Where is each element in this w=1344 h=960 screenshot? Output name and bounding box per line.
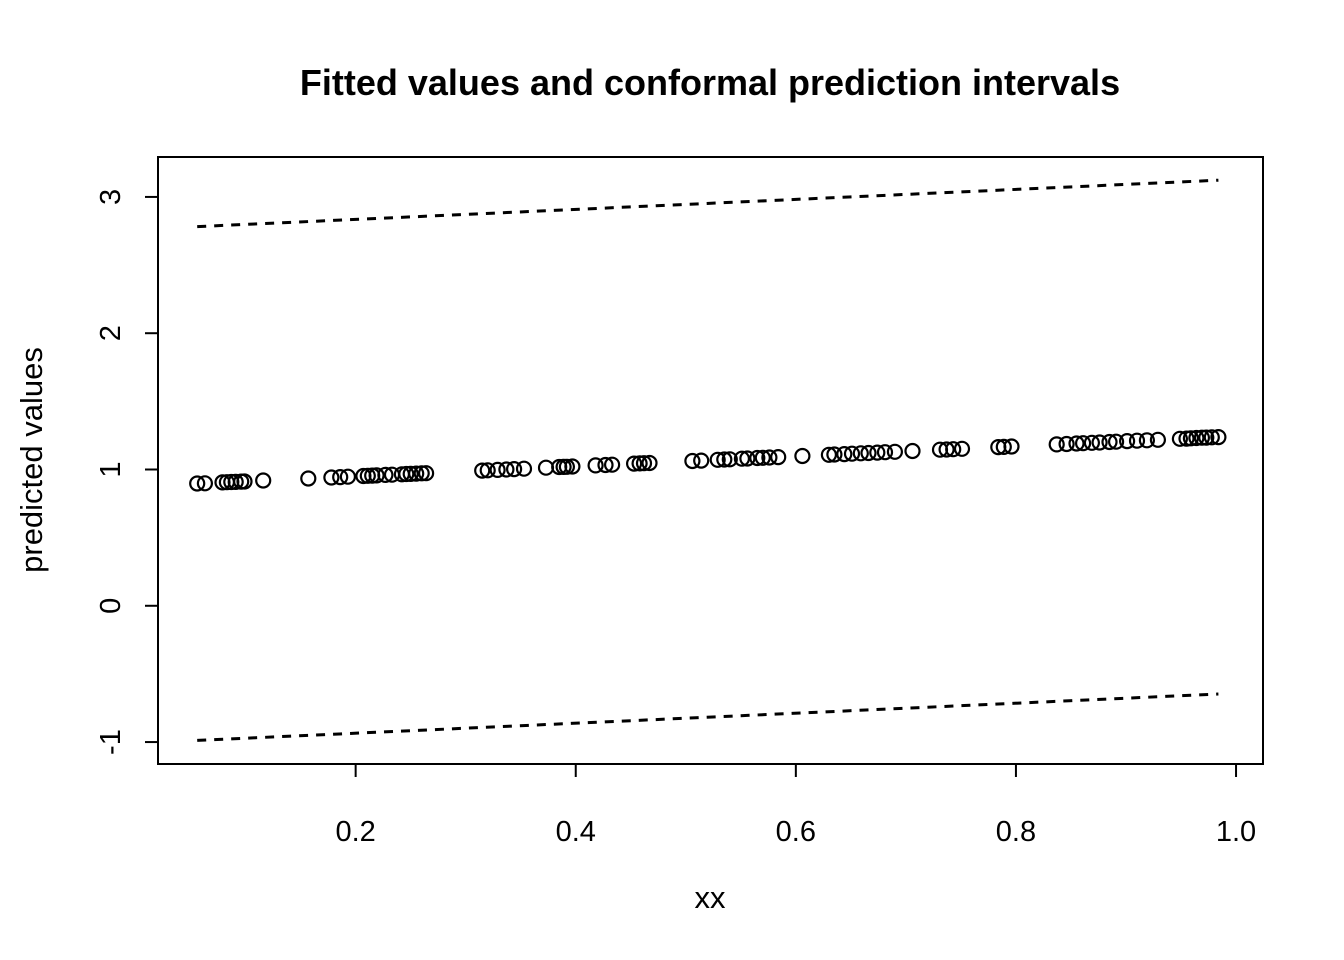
data-point	[938, 441, 955, 458]
x-tick-label: 0.4	[556, 816, 596, 848]
data-point	[721, 451, 738, 468]
x-tick-label: 0.8	[996, 816, 1036, 848]
data-point	[709, 451, 726, 468]
data-point	[852, 445, 869, 462]
data-point	[1074, 435, 1092, 452]
data-point	[1210, 429, 1227, 446]
data-point	[733, 450, 751, 467]
x-tick-label: 1.0	[1216, 816, 1256, 848]
data-point	[716, 451, 733, 468]
data-point	[255, 472, 272, 489]
x-axis-label: xx	[695, 880, 727, 915]
data-point	[1198, 429, 1215, 446]
data-point	[876, 444, 894, 461]
data-point	[408, 465, 425, 482]
data-point	[489, 461, 506, 478]
data-point	[953, 440, 971, 457]
data-point	[1091, 434, 1108, 451]
data-point	[537, 459, 555, 476]
data-point	[332, 469, 349, 486]
data-point	[1171, 430, 1189, 447]
data-point	[236, 473, 253, 490]
data-point	[1058, 435, 1075, 453]
data-point	[684, 452, 701, 470]
data-point	[189, 475, 206, 492]
data-point	[564, 458, 581, 475]
data-point	[1118, 433, 1136, 450]
data-point	[869, 444, 886, 461]
plot-border	[157, 156, 1264, 765]
data-point	[418, 465, 435, 482]
data-point	[1188, 429, 1205, 447]
data-point	[377, 466, 394, 483]
data-point	[479, 462, 496, 479]
y-tick-label: 0	[95, 598, 127, 614]
data-point	[836, 446, 853, 463]
data-point	[761, 449, 778, 466]
chart-title: Fitted values and conformal prediction i…	[300, 62, 1120, 103]
data-point	[886, 443, 904, 460]
data-point	[368, 467, 385, 484]
upper-bound-line	[197, 178, 1219, 229]
data-point	[398, 465, 415, 483]
data-point	[413, 465, 430, 482]
data-point	[641, 454, 658, 472]
data-point	[1068, 435, 1085, 452]
data-point	[945, 441, 962, 458]
data-point	[1003, 438, 1020, 455]
data-point	[1101, 433, 1118, 451]
data-point	[402, 465, 419, 482]
data-point	[1149, 431, 1167, 448]
data-point	[843, 445, 861, 462]
data-point	[794, 447, 811, 465]
data-point	[1083, 434, 1101, 451]
data-point	[625, 455, 643, 472]
data-point	[904, 442, 921, 460]
y-axis-label: predicted values	[14, 347, 49, 573]
data-point	[826, 446, 843, 463]
data-point	[558, 458, 576, 475]
data-point	[693, 452, 710, 469]
data-point	[635, 455, 653, 472]
data-point	[474, 462, 491, 479]
y-tick-label: 2	[95, 325, 127, 341]
data-point	[1182, 430, 1200, 447]
data-point	[739, 450, 756, 467]
data-point	[498, 461, 515, 478]
data-point	[227, 473, 244, 490]
data-point	[770, 449, 787, 466]
data-point	[515, 460, 533, 477]
data-point	[323, 469, 340, 486]
data-point	[1048, 436, 1065, 453]
data-point	[300, 470, 317, 487]
data-point	[196, 475, 213, 492]
data-point	[995, 438, 1012, 455]
data-point	[597, 456, 614, 474]
data-point	[1193, 429, 1211, 446]
data-point	[339, 468, 356, 485]
data-point	[603, 456, 621, 473]
data-point	[860, 444, 877, 462]
y-tick-label: -1	[95, 729, 127, 755]
data-point	[505, 461, 523, 478]
lower-bound-line	[197, 692, 1219, 742]
y-tick-label: 1	[95, 461, 127, 477]
x-tick-label: 0.6	[776, 816, 816, 848]
data-point	[1107, 433, 1125, 450]
data-point	[1203, 429, 1220, 446]
data-point	[754, 449, 771, 466]
data-point	[820, 446, 838, 463]
x-tick-label: 0.2	[335, 816, 375, 848]
data-point	[1138, 432, 1156, 449]
data-point	[749, 449, 766, 467]
data-point	[1128, 432, 1146, 449]
y-tick-label: 3	[95, 189, 127, 205]
data-point	[587, 457, 604, 474]
